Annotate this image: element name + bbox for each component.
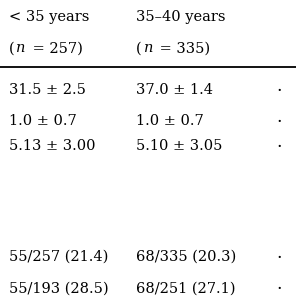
Text: 1.0 ± 0.7: 1.0 ± 0.7: [136, 114, 204, 128]
Text: 55/257 (21.4): 55/257 (21.4): [9, 250, 108, 264]
Text: n: n: [144, 41, 153, 55]
Text: 68/335 (20.3): 68/335 (20.3): [136, 250, 237, 264]
Text: 68/251 (27.1): 68/251 (27.1): [136, 281, 236, 295]
Text: ·: ·: [277, 83, 282, 100]
Text: ·: ·: [277, 250, 282, 267]
Text: 1.0 ± 0.7: 1.0 ± 0.7: [9, 114, 77, 128]
Text: 55/193 (28.5): 55/193 (28.5): [9, 281, 109, 295]
Text: = 335): = 335): [155, 41, 210, 55]
Text: 5.13 ± 3.00: 5.13 ± 3.00: [9, 139, 95, 153]
Text: = 257): = 257): [28, 41, 83, 55]
Text: (: (: [136, 41, 142, 55]
Text: ·: ·: [277, 139, 282, 156]
Text: (: (: [9, 41, 15, 55]
Text: 35–40 years: 35–40 years: [136, 10, 226, 24]
Text: ·: ·: [277, 281, 282, 296]
Text: 31.5 ± 2.5: 31.5 ± 2.5: [9, 83, 86, 97]
Text: 37.0 ± 1.4: 37.0 ± 1.4: [136, 83, 213, 97]
Text: < 35 years: < 35 years: [9, 10, 89, 24]
Text: 5.10 ± 3.05: 5.10 ± 3.05: [136, 139, 223, 153]
Text: ·: ·: [277, 114, 282, 131]
Text: n: n: [16, 41, 26, 55]
